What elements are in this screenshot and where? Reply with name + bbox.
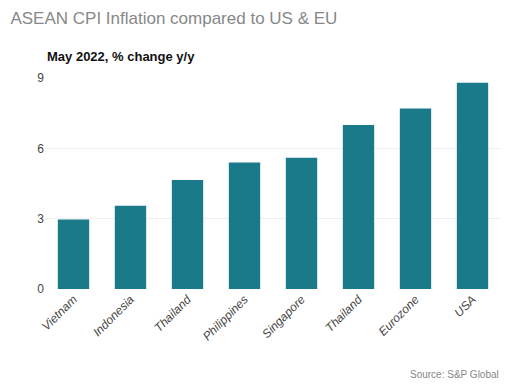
svg-text:USA: USA: [452, 292, 479, 319]
svg-text:May 2022, % change y/y: May 2022, % change y/y: [47, 49, 195, 64]
svg-text:Thailand: Thailand: [322, 292, 365, 335]
svg-text:Philippines: Philippines: [200, 292, 251, 343]
svg-text:Singapore: Singapore: [259, 292, 308, 341]
svg-text:Eurozone: Eurozone: [376, 292, 422, 338]
svg-text:0: 0: [37, 282, 44, 296]
svg-text:9: 9: [37, 71, 44, 85]
svg-text:Source: S&P Global: Source: S&P Global: [410, 369, 499, 380]
svg-text:Thailand: Thailand: [151, 292, 194, 335]
svg-text:Indonesia: Indonesia: [90, 292, 137, 339]
svg-text:ASEAN CPI Inflation compared t: ASEAN CPI Inflation compared to US & EU: [10, 9, 337, 28]
svg-text:3: 3: [37, 212, 44, 226]
svg-text:6: 6: [37, 142, 44, 156]
svg-text:Vietnam: Vietnam: [39, 292, 80, 333]
